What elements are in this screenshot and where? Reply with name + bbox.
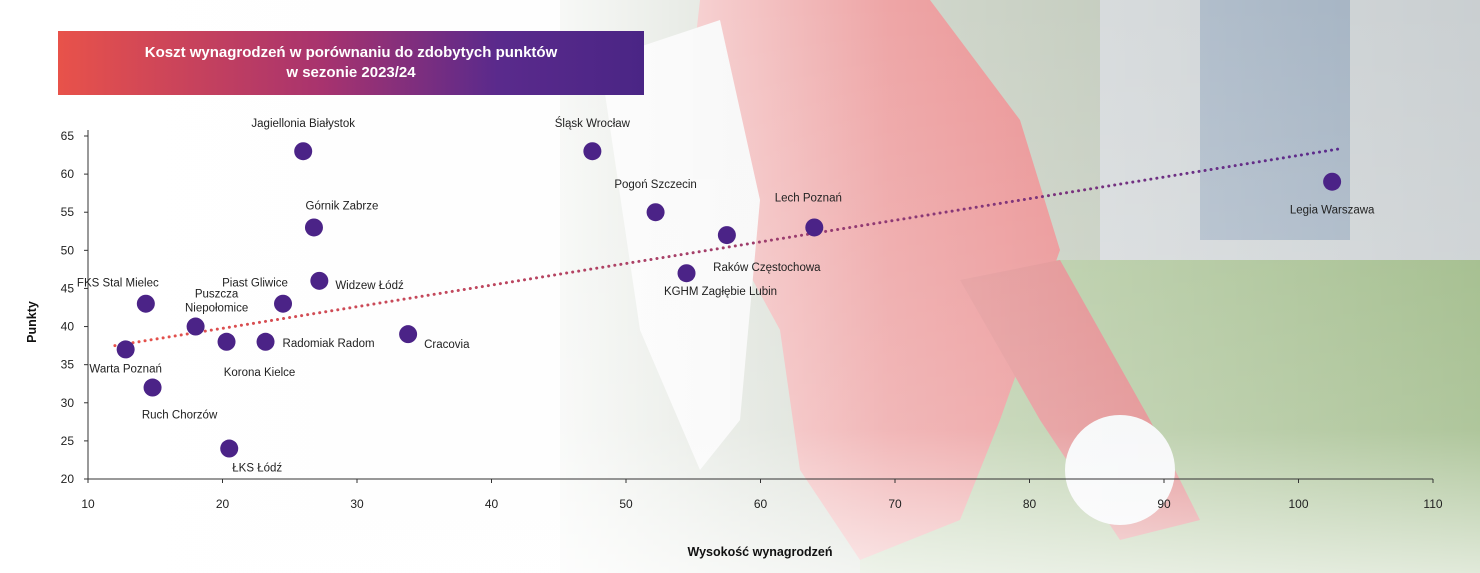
y-tick-label: 20: [61, 472, 75, 486]
data-point-label: Raków Częstochowa: [713, 262, 821, 274]
data-point: [186, 317, 205, 336]
y-tick-label: 30: [61, 396, 75, 410]
data-point-label: Jagiellonia Białystok: [251, 118, 355, 130]
y-tick-label: 50: [61, 243, 75, 257]
x-tick-label: 60: [754, 497, 768, 511]
data-point: [399, 325, 418, 344]
y-tick-label: 35: [61, 358, 75, 372]
y-axis-title: Punkty: [25, 301, 39, 343]
data-point: [304, 218, 323, 237]
y-tick-label: 40: [61, 320, 75, 334]
data-point-label: Śląsk Wrocław: [555, 117, 631, 130]
data-point: [1323, 172, 1342, 191]
data-point: [136, 294, 155, 313]
data-point: [677, 264, 696, 283]
data-point-label: ŁKS Łódź: [232, 463, 282, 475]
y-tick-label: 65: [61, 129, 75, 143]
data-point: [310, 271, 329, 290]
data-point: [717, 226, 736, 245]
data-point-label: Górnik Zabrze: [306, 200, 379, 212]
data-point: [217, 332, 236, 351]
point-labels: Jagiellonia Białystok Śląsk Wrocław Legia …: [77, 117, 1375, 474]
chart-title-line-2: w sezonie 2023/24: [286, 64, 416, 81]
data-point: [805, 218, 824, 237]
data-point-label: Korona Kielce: [224, 367, 296, 379]
data-point-label: Radomiak Radom: [283, 338, 375, 350]
data-point: [256, 332, 275, 351]
data-point-label: Widzew Łódź: [335, 280, 404, 292]
trendline: [113, 147, 1341, 348]
data-point-label: Puszcza: [195, 289, 239, 301]
y-tick-label: 45: [61, 281, 75, 295]
y-tick-label: 60: [61, 167, 75, 181]
data-point-label: FKS Stal Mielec: [77, 278, 159, 290]
x-tick-label: 10: [81, 497, 95, 511]
x-tick-label: 80: [1023, 497, 1037, 511]
x-tick-label: 90: [1157, 497, 1171, 511]
trendline-group: [113, 147, 1341, 348]
data-point: [220, 439, 239, 458]
data-point-label: KGHM Zagłębie Lubin: [664, 286, 777, 298]
data-point-label: Cracovia: [424, 339, 470, 351]
y-tick-label: 55: [61, 205, 75, 219]
x-axis-title: Wysokość wynagrodzeń: [688, 545, 833, 559]
tick-labels: 10 20 30 40 50 60 70 80 90 100 110 20 25 30 35 40 45 50 55…: [61, 129, 1443, 511]
data-point-label: Pogoń Szczecin: [614, 179, 696, 191]
y-tick-label: 25: [61, 434, 75, 448]
chart-title-banner: Koszt wynagrodzeń w porównaniu do zdobyt…: [58, 31, 644, 95]
chart-title-line-1: Koszt wynagrodzeń w porównaniu do zdobyt…: [144, 44, 558, 61]
data-point: [294, 142, 313, 161]
x-tick-label: 20: [216, 497, 230, 511]
data-point: [583, 142, 602, 161]
data-point: [143, 378, 162, 397]
data-point: [274, 294, 293, 313]
data-point-label: Legia Warszawa: [1290, 205, 1375, 217]
data-point-label: Niepołomice: [185, 303, 248, 315]
data-point-label: Lech Poznań: [775, 192, 842, 204]
axes: [84, 130, 1434, 483]
data-point: [646, 203, 665, 222]
data-point: [116, 340, 135, 359]
x-tick-label: 100: [1288, 497, 1308, 511]
data-point-label: Warta Poznań: [89, 363, 161, 375]
x-tick-label: 40: [485, 497, 499, 511]
x-tick-label: 50: [619, 497, 633, 511]
x-tick-label: 70: [888, 497, 902, 511]
x-tick-label: 30: [350, 497, 364, 511]
data-point-label: Piast Gliwice: [222, 278, 288, 290]
data-points: [116, 142, 1342, 458]
data-point-label: Ruch Chorzów: [142, 410, 218, 422]
x-tick-label: 110: [1423, 497, 1442, 511]
